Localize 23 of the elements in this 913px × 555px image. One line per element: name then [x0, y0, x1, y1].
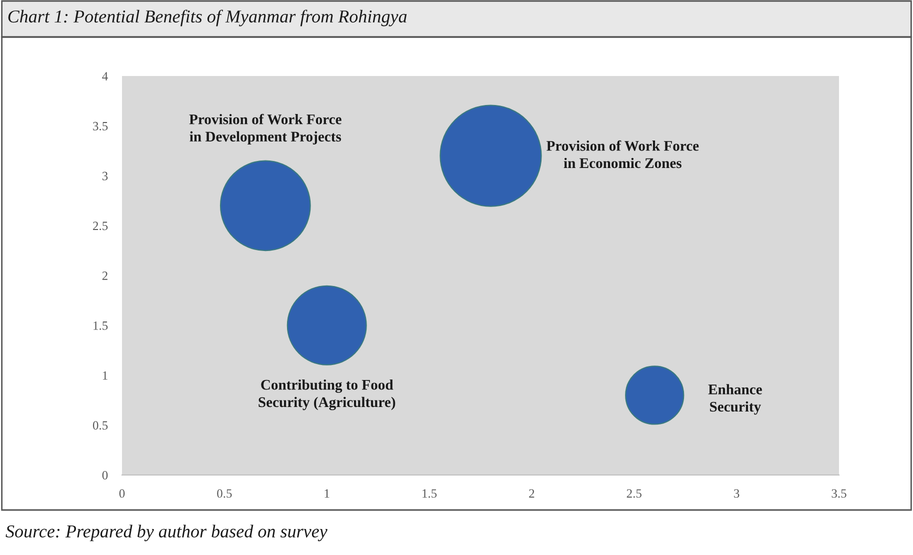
y-tick-label: 4: [102, 72, 108, 80]
y-tick-label: 3.5: [93, 122, 108, 130]
y-tick-label: 0: [102, 471, 108, 480]
x-tick-label: 3.5: [832, 489, 846, 498]
y-tick-label: 0.5: [92, 421, 108, 430]
y-tick-label: 1.5: [94, 321, 108, 330]
x-tick-label: 0: [119, 489, 125, 498]
x-tick-label: 2.5: [626, 489, 642, 498]
y-tick-label: 2.5: [93, 222, 108, 230]
series-label: Provision of Work Force in Economic Zones: [546, 140, 699, 168]
x-tick-label: 1.5: [422, 489, 437, 498]
source-note: Source: Prepared by author based on survey: [6, 524, 328, 542]
chart-title: Chart 1: Potential Benefits of Myanmar from Rohingya: [8, 10, 407, 26]
y-tick-label: 2: [102, 272, 108, 280]
x-tick-label: 0.5: [217, 489, 232, 498]
y-tick-label: 1: [102, 371, 108, 380]
x-tick-label: 2: [529, 489, 534, 498]
text: Provision of Work Force in Development Projects: [189, 114, 342, 145]
y-tick-label: 3: [102, 172, 108, 180]
series-label: Enhance Security: [708, 384, 762, 415]
text: Contributing to Food Security (Agriculture): [258, 379, 396, 410]
x-tick-label: 1: [324, 489, 330, 498]
x-tick-label: 3: [734, 489, 740, 498]
